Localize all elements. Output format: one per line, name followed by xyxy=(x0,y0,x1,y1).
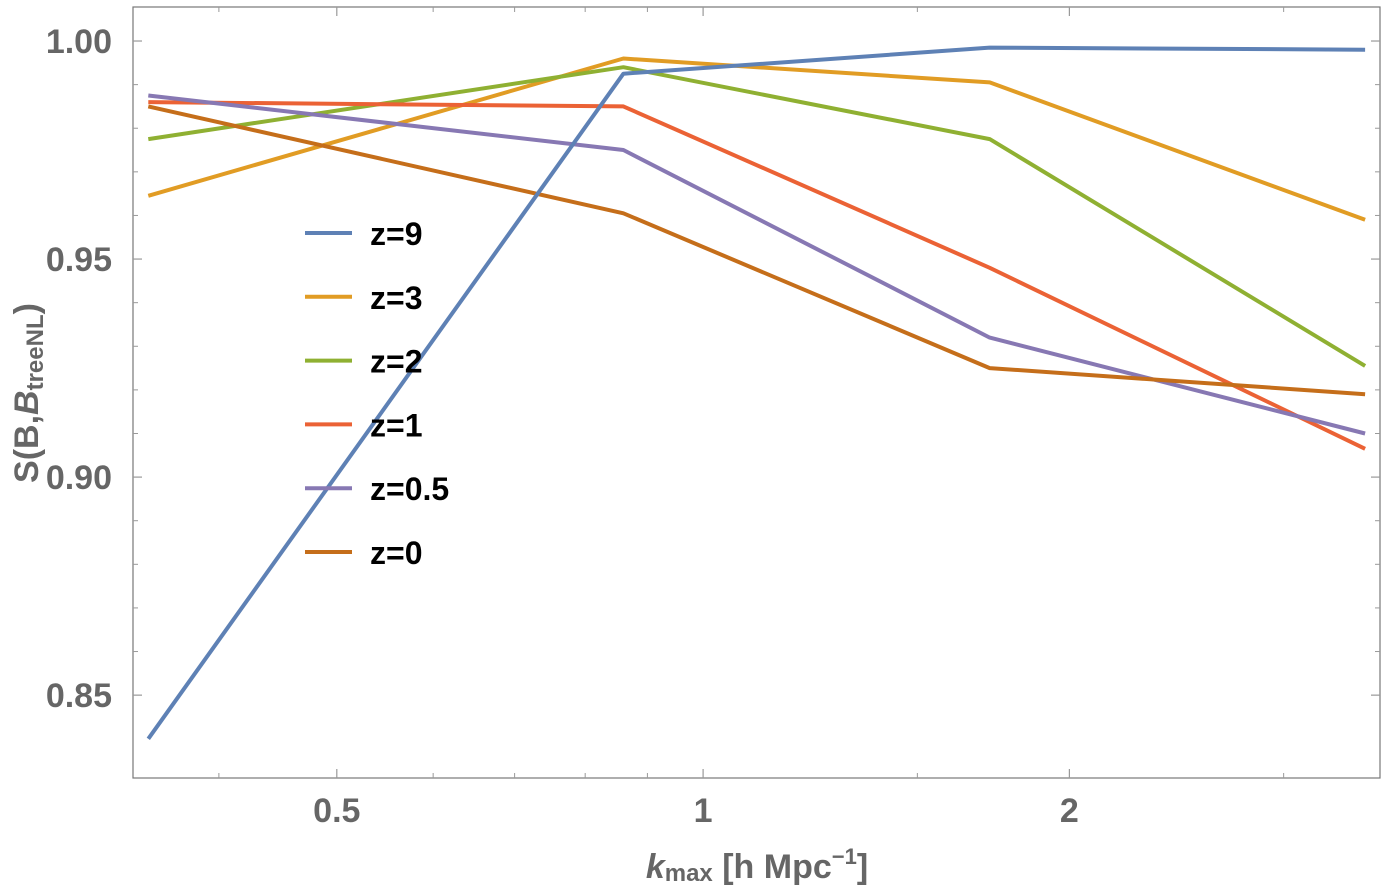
x-axis-label: kmax [h Mpc−1] xyxy=(646,844,868,887)
legend-label: z=9 xyxy=(370,216,422,252)
y-tick-label: 0.90 xyxy=(46,459,112,497)
y-axis-label-sub: treeNL xyxy=(22,314,49,390)
series-line-z-0-5 xyxy=(148,93,1366,436)
x-axis-label-sub: max xyxy=(665,860,714,887)
series-line-z-3 xyxy=(147,56,1366,222)
x-axis-label-rest: [h Mpc xyxy=(713,848,832,886)
legend-label: z=0 xyxy=(370,535,422,571)
x-axis-label-close: ] xyxy=(857,848,868,886)
x-axis-label-sup: −1 xyxy=(832,844,857,869)
series-line-z-0 xyxy=(147,104,1366,397)
plot-frame xyxy=(132,6,1381,779)
legend-label: z=3 xyxy=(370,280,422,316)
y-axis-label-italic: B xyxy=(8,390,46,415)
x-tick-label: 1 xyxy=(694,792,713,830)
y-axis-label-close: ) xyxy=(8,303,46,314)
legend: z=9 z=3 z=2 z=1 z=0.5 z=0 xyxy=(305,216,449,571)
y-axis-label: S(B,BtreeNL) xyxy=(8,303,49,483)
legend-label: z=1 xyxy=(370,407,422,443)
y-tick-label: 0.85 xyxy=(46,677,112,715)
x-tick-label: 2 xyxy=(1060,792,1079,830)
x-tick-label: 0.5 xyxy=(313,792,360,830)
y-tick-labels: 0.85 0.90 0.95 1.00 xyxy=(46,23,112,715)
legend-label: z=0.5 xyxy=(370,471,449,507)
y-tick-label: 1.00 xyxy=(46,23,112,61)
minor-ticks xyxy=(133,7,1380,778)
series-line-z-9 xyxy=(146,45,1366,740)
x-axis-label-main: k xyxy=(646,848,667,886)
series-lines xyxy=(146,45,1367,740)
y-axis-label-main: S(B, xyxy=(8,415,46,483)
x-tick-labels: 0.5 1 2 xyxy=(313,792,1079,830)
legend-label: z=2 xyxy=(370,344,422,380)
y-tick-label: 0.95 xyxy=(46,241,112,279)
series-line-z-1 xyxy=(148,100,1366,451)
major-ticks xyxy=(133,7,1380,778)
